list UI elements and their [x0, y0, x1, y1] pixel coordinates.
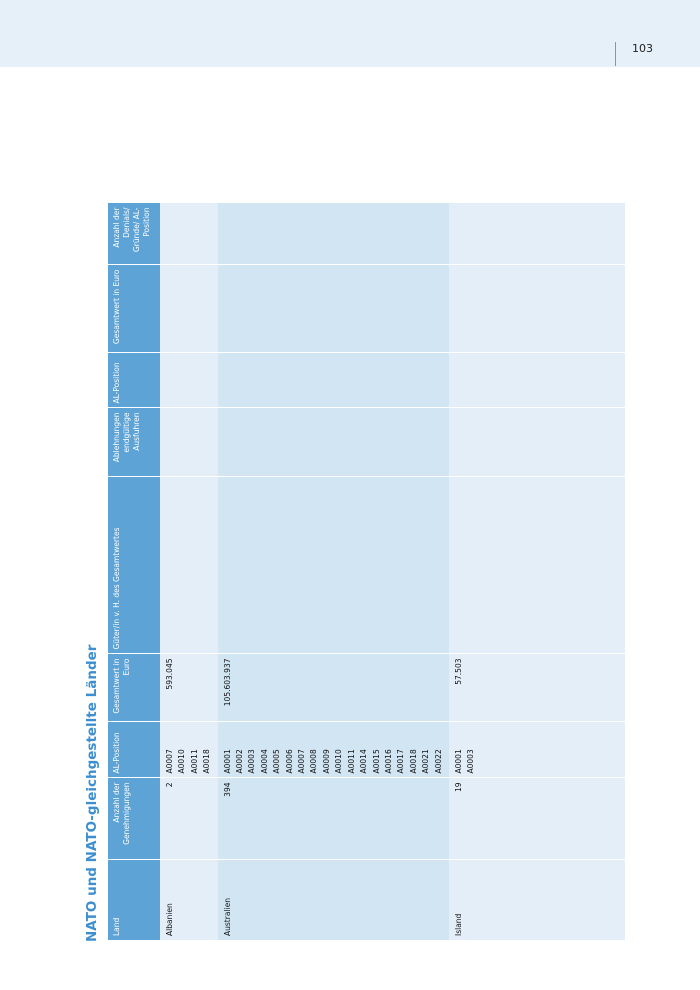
- value-cell: 593.045: [160, 654, 218, 722]
- page-separator: [615, 42, 616, 66]
- top-band: [0, 0, 700, 67]
- al-code: A0011: [189, 749, 199, 774]
- al-code: A0007: [297, 749, 307, 774]
- empty-cell: [217, 265, 449, 353]
- empty-cell: [160, 353, 218, 408]
- empty-cell: [217, 477, 449, 654]
- al-code: A0016: [383, 749, 393, 774]
- column-header: Ablehnungen endgültige Ausfuhren: [108, 408, 160, 477]
- value-cell: 57.503: [448, 654, 625, 722]
- al-code: A0010: [334, 749, 344, 774]
- column-header: Güter/in v. H. des Gesamtwertes: [108, 477, 160, 654]
- count-cell: 19: [448, 778, 625, 860]
- table-body: Albanien 2 A0007 A0010 A0011 A0018 593.045 Aust…: [160, 203, 625, 940]
- al-code: A0010: [177, 749, 187, 774]
- table-row: Australien 394 A0001 A0002 A0003 A0004 A0005 A0…: [217, 203, 449, 940]
- table-row: Albanien 2 A0007 A0010 A0011 A0018 593.045: [160, 203, 218, 940]
- al-code: A0006: [284, 749, 294, 774]
- empty-cell: [448, 353, 625, 408]
- empty-cell: [448, 203, 625, 265]
- count-cell: 2: [160, 778, 218, 860]
- al-code: A0004: [259, 749, 269, 774]
- al-code: A0017: [396, 749, 406, 774]
- column-header: Anzahl der Denials/ Gründe/ AL-Position: [108, 203, 160, 265]
- al-code: A0007: [165, 749, 174, 774]
- empty-cell: [448, 265, 625, 353]
- column-header: Gesamtwert in Euro: [108, 654, 160, 722]
- al-position-cell: A0001 A0003: [448, 722, 625, 778]
- al-code: A0003: [466, 749, 476, 774]
- section-title: NATO und NATO-gleichgestellte Länder: [84, 644, 100, 942]
- empty-cell: [160, 408, 218, 477]
- header-row: Land Anzahl der Genehmigungen AL-Position G…: [108, 203, 160, 940]
- al-code: A0005: [272, 749, 282, 774]
- column-header: Gesamtwert in Euro: [108, 265, 160, 353]
- al-code: A0008: [309, 749, 319, 774]
- al-code: A0011: [346, 749, 356, 774]
- al-code: A0018: [202, 749, 212, 774]
- al-code: A0003: [247, 749, 257, 774]
- al-code: A0001: [453, 749, 463, 774]
- data-table: Land Anzahl der Genehmigungen AL-Position G…: [108, 203, 625, 940]
- country-cell: Albanien: [160, 860, 218, 940]
- al-code: A0014: [359, 749, 369, 774]
- empty-cell: [160, 203, 218, 265]
- al-code: A0009: [321, 749, 331, 774]
- empty-cell: [448, 408, 625, 477]
- empty-cell: [217, 353, 449, 408]
- count-cell: 394: [217, 778, 449, 860]
- table-row: Island 19 A0001 A0003 57.503: [448, 203, 625, 940]
- al-position-cell: A0007 A0010 A0011 A0018: [160, 722, 218, 778]
- column-header: Anzahl der Genehmigungen: [108, 778, 160, 860]
- page-number: 103: [632, 42, 653, 55]
- empty-cell: [217, 408, 449, 477]
- table-container: Land Anzahl der Genehmigungen AL-Position G…: [108, 203, 625, 940]
- value-cell: 105.603.937: [217, 654, 449, 722]
- empty-cell: [217, 203, 449, 265]
- column-header: AL-Position: [108, 722, 160, 778]
- column-header: AL-Position: [108, 353, 160, 408]
- al-code: A0002: [235, 749, 245, 774]
- column-header: Land: [108, 860, 160, 940]
- empty-cell: [160, 265, 218, 353]
- al-position-cell: A0001 A0002 A0003 A0004 A0005 A0006 A0007 A0008…: [217, 722, 449, 778]
- empty-cell: [448, 477, 625, 654]
- al-code: A0015: [371, 749, 381, 774]
- al-code: A0018: [408, 749, 418, 774]
- al-code: A0021: [421, 749, 431, 774]
- empty-cell: [160, 477, 218, 654]
- al-code: A0001: [222, 749, 232, 774]
- country-cell: Australien: [217, 860, 449, 940]
- country-cell: Island: [448, 860, 625, 940]
- al-code: A0022: [433, 749, 443, 774]
